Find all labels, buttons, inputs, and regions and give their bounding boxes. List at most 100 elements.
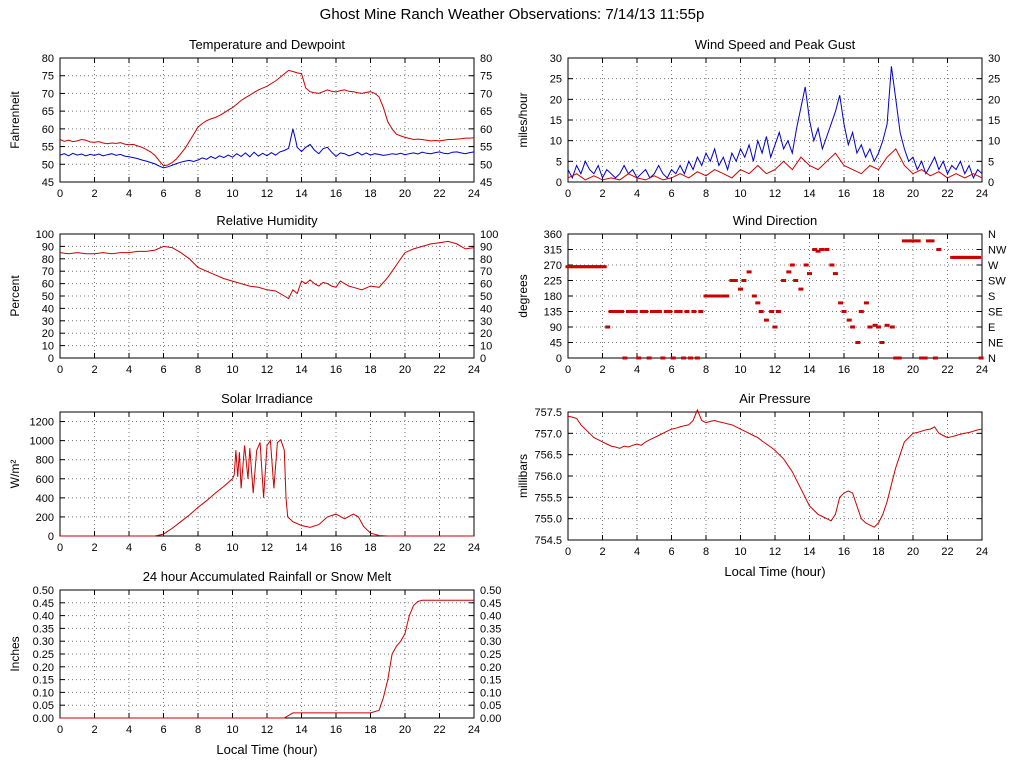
y-tick-label-right: 0.25 xyxy=(480,649,501,661)
y-tick-label: 1000 xyxy=(30,436,54,448)
x-tick-label: 18 xyxy=(872,364,884,376)
x-tick-label: 16 xyxy=(330,188,342,200)
x-tick-label: 2 xyxy=(91,364,97,376)
y-tick-label: 800 xyxy=(36,455,54,467)
y-tick-label: 754.5 xyxy=(534,535,562,547)
y-tick-label: 65 xyxy=(42,106,54,118)
series-wind-direction xyxy=(565,239,984,360)
y-tick-label: 0 xyxy=(48,353,54,365)
y-tick-label-right: 0.15 xyxy=(480,675,501,687)
chart-svg: 0 2 4 6 8 10 12 14 16 18 20 22 240.00 0.000.05 0.050.1… xyxy=(8,569,501,757)
x-tick-label: 8 xyxy=(703,546,709,558)
x-tick-label: 16 xyxy=(330,724,342,736)
x-tick-label: 16 xyxy=(330,364,342,376)
y-tick-label-right: 0.45 xyxy=(480,598,501,610)
chart-air-pressure: 0 2 4 6 8 10 12 14 16 18 20 22 24 754.5 755.0 755.5 756.… xyxy=(514,390,1022,587)
y-tick-label: 45 xyxy=(550,338,562,350)
x-tick-label: 6 xyxy=(160,188,166,200)
y-tick-label: 100 xyxy=(36,229,54,241)
chart-relative-humidity: 0 2 4 6 8 10 12 14 16 18 20 22 24 0 0 10 10 20 20 30 30 40 40 5… xyxy=(6,212,514,389)
y-tick-label: 757.5 xyxy=(534,407,562,419)
series-wind-speed xyxy=(567,148,983,181)
chart-title: Temperature and Dewpoint xyxy=(189,37,345,52)
y-tick-label: 90 xyxy=(42,241,54,253)
y-tick-label-right: 50 xyxy=(480,159,492,171)
y-tick-label-right: 0.00 xyxy=(480,713,501,725)
x-tick-label: 4 xyxy=(126,364,132,376)
y-tick-label-right: 100 xyxy=(480,229,498,241)
y-tick-label: 360 xyxy=(544,229,562,241)
y-tick-label: 180 xyxy=(544,291,562,303)
y-tick-label-right: 40 xyxy=(480,303,492,315)
y-tick-label-right: 70 xyxy=(480,88,492,100)
chart-title: Wind Speed and Peak Gust xyxy=(695,37,856,52)
x-tick-label: 22 xyxy=(433,724,445,736)
y-tick-label-right: 75 xyxy=(480,71,492,83)
y-tick-label-right: 15 xyxy=(988,115,1000,127)
y-tick-label: 60 xyxy=(42,279,54,291)
compass-label: N xyxy=(988,353,996,365)
x-tick-label: 6 xyxy=(668,188,674,200)
compass-label: SE xyxy=(988,307,1003,319)
x-tick-label: 10 xyxy=(734,364,746,376)
x-tick-label: 10 xyxy=(226,542,238,554)
x-tick-label: 16 xyxy=(838,546,850,558)
x-tick-label: 20 xyxy=(399,724,411,736)
series-relative-humidity xyxy=(59,240,475,300)
x-tick-label: 4 xyxy=(126,188,132,200)
x-tick-label: 18 xyxy=(364,364,376,376)
x-tick-label: 18 xyxy=(872,188,884,200)
y-tick-label-right: 0.10 xyxy=(480,687,501,699)
y-axis-label: millibars xyxy=(516,454,530,498)
y-tick-label: 10 xyxy=(550,136,562,148)
chart-solar-irradiance: 0 2 4 6 8 10 12 14 16 18 20 22 24 0 200 400 600 800 1000 12… xyxy=(6,390,514,567)
x-tick-label: 8 xyxy=(195,724,201,736)
x-tick-label: 14 xyxy=(295,188,307,200)
x-tick-label: 6 xyxy=(160,542,166,554)
x-tick-label: 12 xyxy=(261,364,273,376)
y-tick-label: 0 xyxy=(556,177,562,189)
x-tick-label: 0 xyxy=(57,364,63,376)
y-tick-label-right: 25 xyxy=(988,74,1000,86)
y-tick-label-right: 80 xyxy=(480,254,492,266)
y-tick-label: 50 xyxy=(42,159,54,171)
y-tick-label: 0.10 xyxy=(33,687,54,699)
y-tick-label: 5 xyxy=(556,156,562,168)
x-tick-label: 2 xyxy=(599,546,605,558)
y-tick-label: 0.30 xyxy=(33,636,54,648)
page-title: Ghost Mine Ranch Weather Observations: 7… xyxy=(319,6,705,23)
x-tick-label: 4 xyxy=(634,188,640,200)
y-tick-label: 0.20 xyxy=(33,662,54,674)
compass-label: NW xyxy=(988,245,1007,257)
compass-label: N xyxy=(988,229,996,241)
x-tick-label: 4 xyxy=(634,364,640,376)
series-accumulated-rainfall xyxy=(60,599,474,719)
x-tick-label: 20 xyxy=(907,188,919,200)
x-tick-label: 6 xyxy=(160,364,166,376)
y-tick-label: 0.45 xyxy=(33,598,54,610)
y-tick-label: 20 xyxy=(550,94,562,106)
y-tick-label: 755.0 xyxy=(534,514,562,526)
y-tick-label: 757.0 xyxy=(534,428,562,440)
x-tick-label: 2 xyxy=(91,188,97,200)
x-tick-label: 6 xyxy=(160,724,166,736)
y-tick-label-right: 60 xyxy=(480,279,492,291)
y-tick-label: 0.15 xyxy=(33,675,54,687)
x-tick-label: 24 xyxy=(468,724,480,736)
series-solar-irradiance xyxy=(60,438,474,537)
x-tick-label: 10 xyxy=(226,364,238,376)
y-tick-label-right: 45 xyxy=(480,177,492,189)
chart-wind-direction: 0 2 4 6 8 10 12 14 16 18 20 22 24 0 N 45 NE 90 E 135 SE 180 S 2… xyxy=(514,212,1022,389)
x-tick-label: 4 xyxy=(126,724,132,736)
chart-title: Wind Direction xyxy=(733,213,818,228)
y-tick-label: 600 xyxy=(36,474,54,486)
y-tick-label-right: 5 xyxy=(988,156,994,168)
x-tick-label: 8 xyxy=(195,364,201,376)
y-axis-label: Inches xyxy=(8,636,22,671)
y-tick-label: 755.5 xyxy=(534,492,562,504)
x-tick-label: 2 xyxy=(599,364,605,376)
